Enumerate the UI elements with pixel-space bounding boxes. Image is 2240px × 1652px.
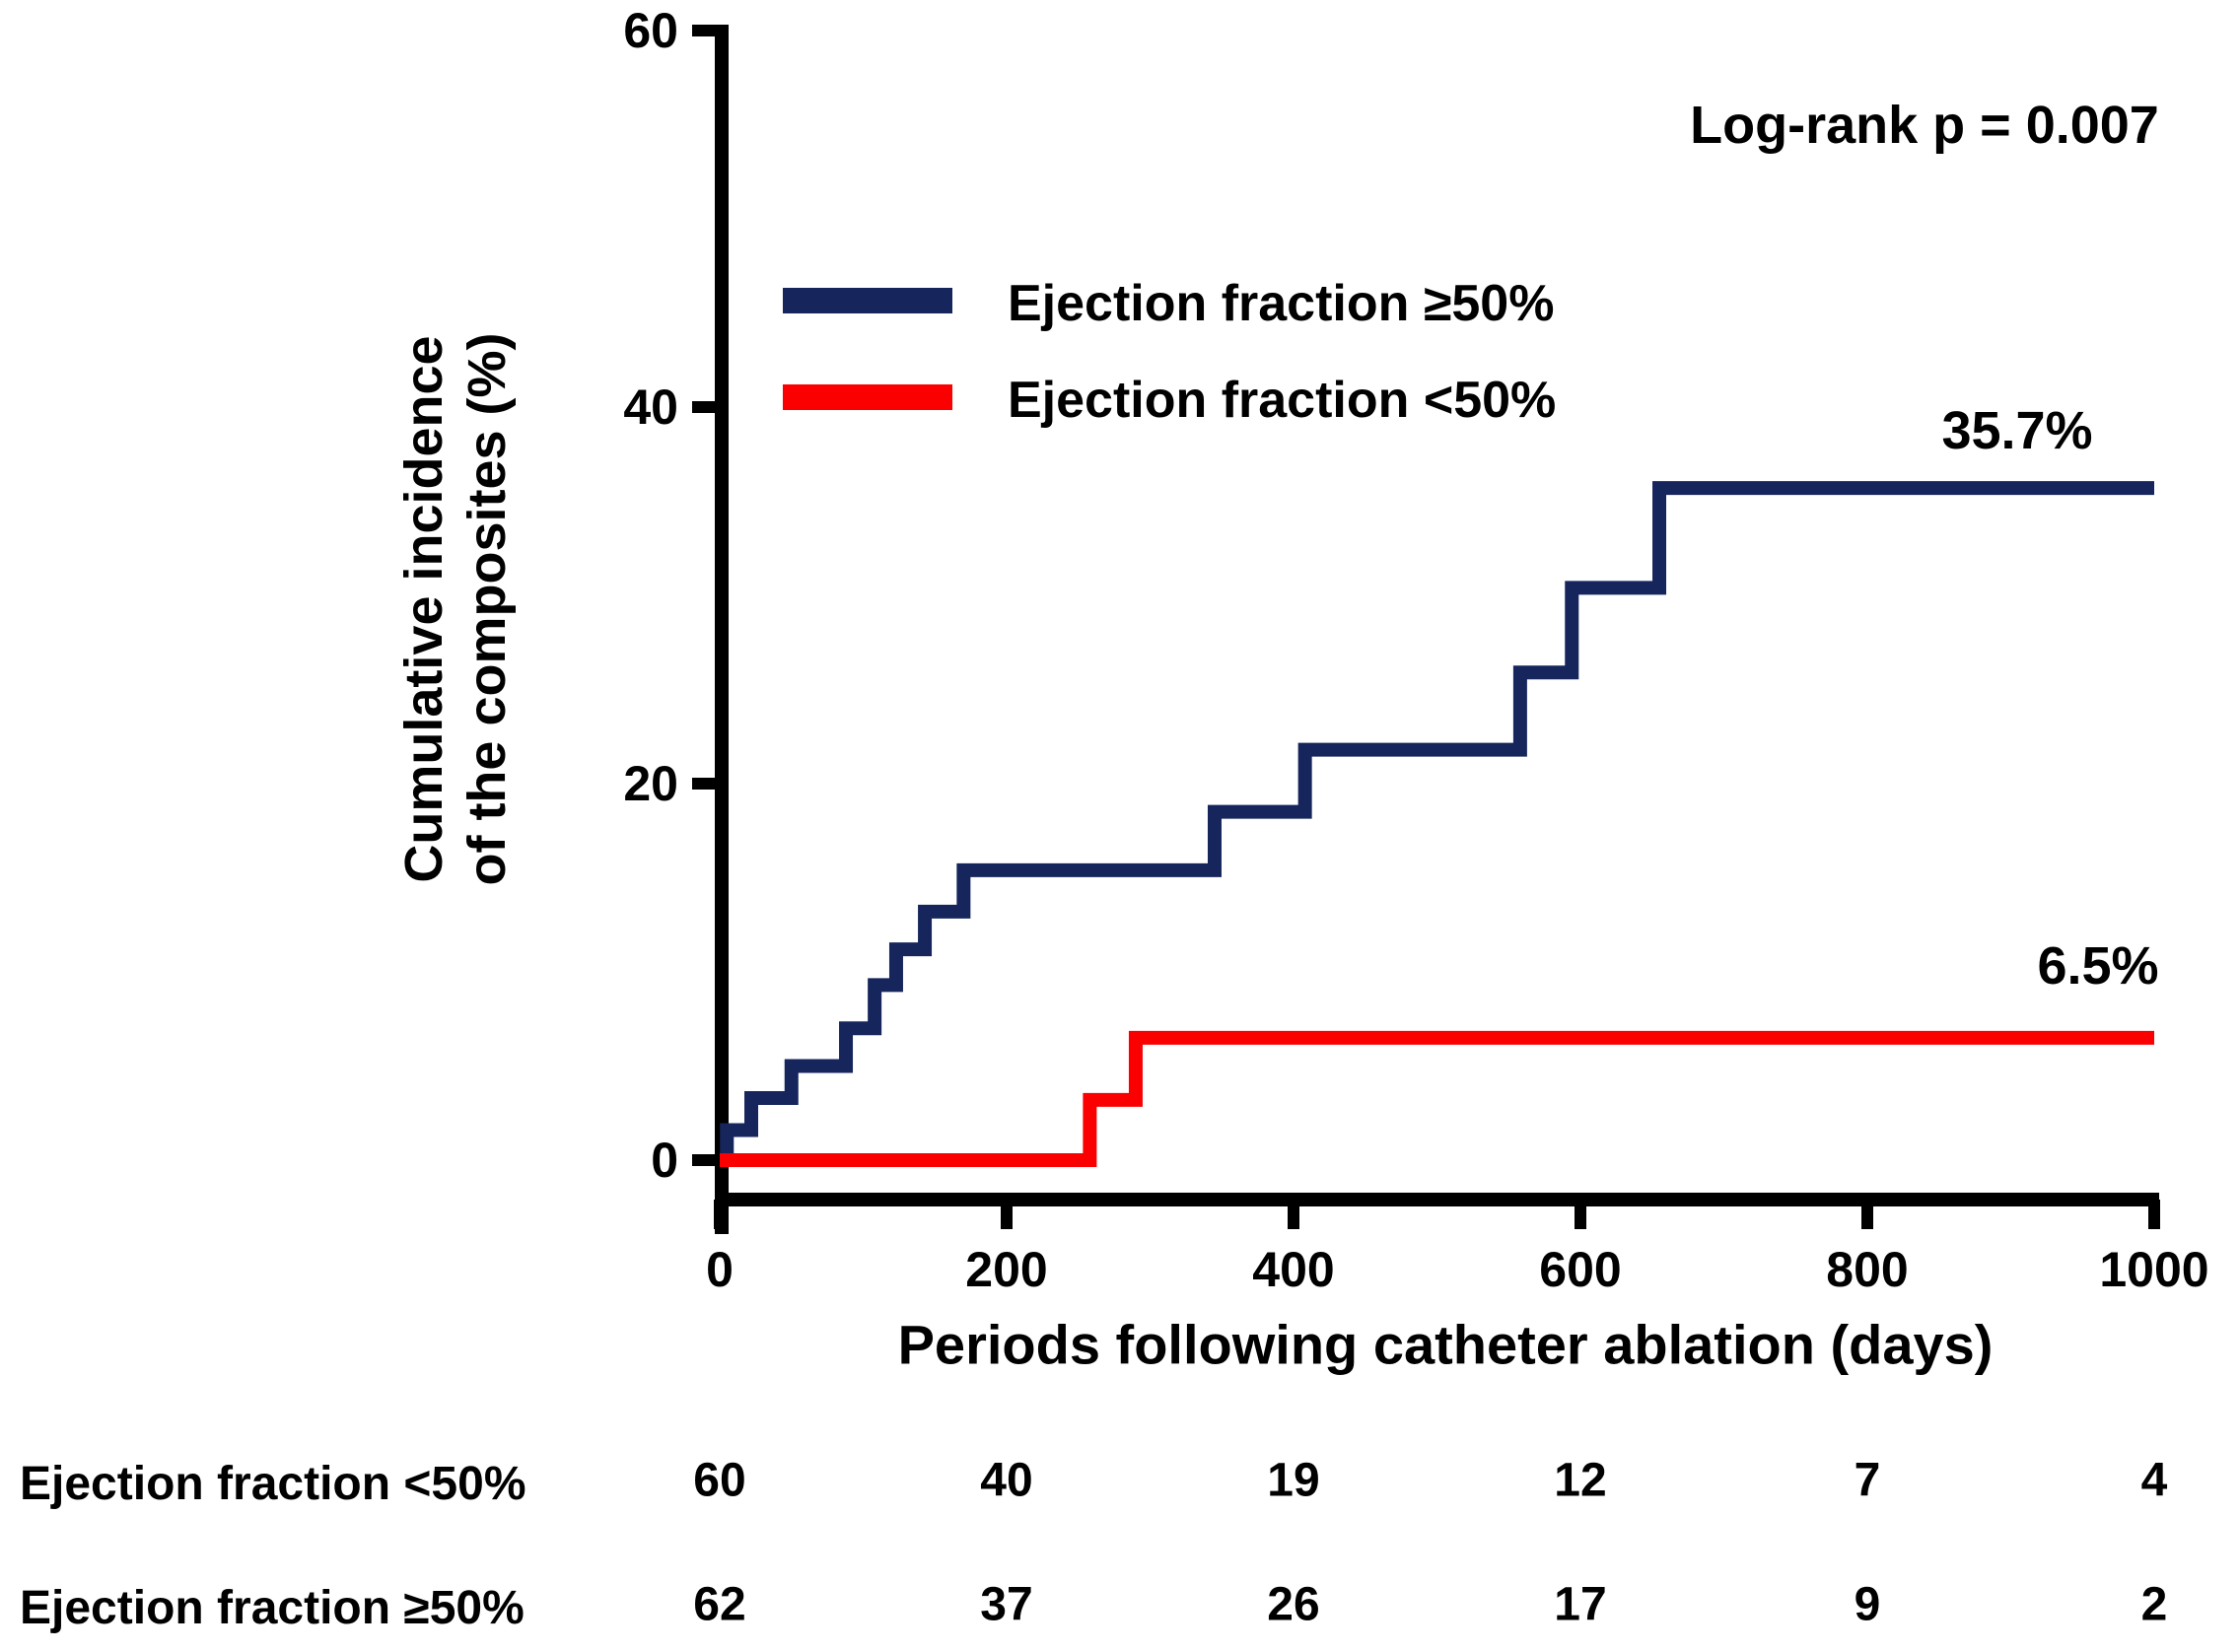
blue-endpoint-label: 35.7%: [1941, 401, 2093, 460]
risk-count: 40: [980, 1454, 1033, 1507]
x-tick-label: 200: [965, 1242, 1047, 1297]
series-line-ef-lt50: [720, 1030, 2154, 1167]
risk-count: 7: [1854, 1454, 1881, 1507]
risk-count: 62: [693, 1578, 746, 1631]
risk-count: 37: [980, 1578, 1033, 1631]
risk-count: 9: [1854, 1578, 1881, 1631]
risk-count: 4: [2140, 1454, 2168, 1507]
legend-label-ef-lt50: Ejection fraction <50%: [1008, 372, 1557, 429]
y-tick-label: 0: [651, 1133, 678, 1188]
y-tick-label: 20: [623, 756, 678, 811]
risk-row-label-ef-ge50: Ejection fraction ≥50%: [20, 1582, 525, 1634]
legend-swatch-ef-ge50: [783, 288, 952, 313]
risk-count: 26: [1267, 1578, 1320, 1631]
series-line-ef-ge50: [720, 481, 2154, 1167]
y-tick-label: 40: [623, 379, 678, 435]
x-tick-label: 800: [1826, 1242, 1908, 1297]
legend-label-ef-ge50: Ejection fraction ≥50%: [1008, 275, 1555, 332]
x-tick-label: 400: [1252, 1242, 1334, 1297]
x-tick-label: 600: [1539, 1242, 1621, 1297]
x-axis-title: Periods following catheter ablation (day…: [897, 1313, 1994, 1376]
risk-count: 2: [2140, 1578, 2168, 1631]
legend-swatch-ef-lt50: [783, 384, 952, 410]
risk-count: 60: [693, 1454, 746, 1507]
red-endpoint-label: 6.5%: [2037, 936, 2159, 996]
risk-count: 17: [1554, 1578, 1607, 1631]
y-tick-label: 60: [623, 3, 678, 58]
y-axis-title: Cumulative incidence of the composites (…: [394, 332, 517, 886]
risk-count: 12: [1554, 1454, 1607, 1507]
risk-row-label-ef-lt50: Ejection fraction <50%: [20, 1458, 526, 1510]
x-tick-label: 0: [706, 1242, 734, 1297]
log-rank-annotation: Log-rank p = 0.007: [1690, 96, 2159, 155]
risk-count: 19: [1267, 1454, 1320, 1507]
x-tick-label: 1000: [2099, 1242, 2208, 1297]
